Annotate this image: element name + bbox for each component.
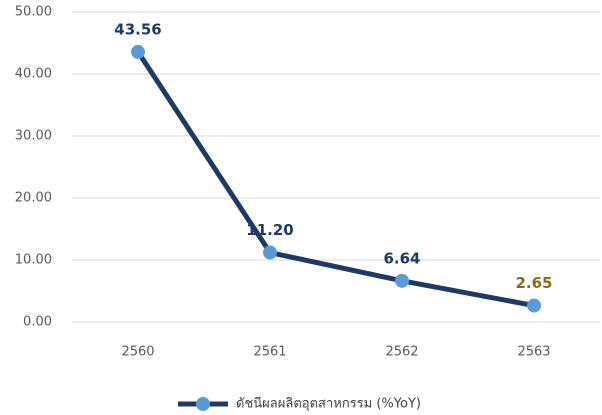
x-tick-label: 2560 (121, 345, 154, 360)
marker (263, 245, 277, 260)
y-tick-label: 30.00 (15, 129, 52, 144)
value-label: 11.20 (246, 221, 293, 239)
marker (527, 298, 541, 313)
x-tick-label: 2562 (385, 345, 418, 360)
series-line (135, 50, 535, 309)
legend-marker (196, 397, 210, 411)
marker (395, 273, 409, 288)
x-tick-label: 2563 (517, 345, 550, 360)
y-tick-label: 50.00 (15, 5, 52, 20)
x-tick-label: 2561 (253, 345, 286, 360)
value-label: 6.64 (383, 249, 420, 267)
value-label: 2.65 (515, 274, 552, 292)
legend-label: ดัชนีผลผลิตอุตสาหกรรม (%YoY) (236, 396, 421, 412)
y-tick-label: 10.00 (15, 253, 52, 268)
marker (131, 44, 145, 59)
y-tick-label: 20.00 (15, 191, 52, 206)
y-tick-label: 0.00 (23, 315, 52, 330)
value-label: 43.56 (114, 20, 161, 38)
y-tick-label: 40.00 (15, 67, 52, 82)
